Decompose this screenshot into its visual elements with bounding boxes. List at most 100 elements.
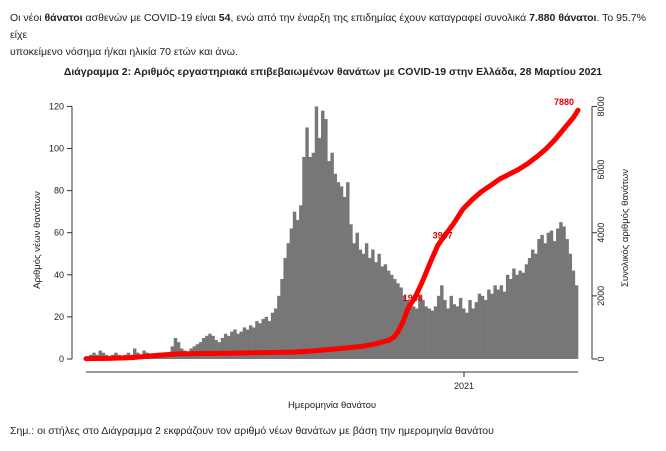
bar bbox=[342, 196, 347, 359]
bar bbox=[393, 279, 397, 359]
bar bbox=[368, 257, 372, 359]
bar bbox=[349, 224, 353, 359]
bar bbox=[530, 249, 535, 359]
bar bbox=[480, 295, 485, 359]
bar bbox=[465, 312, 469, 359]
y-tick-label: 80 bbox=[54, 186, 64, 196]
bar bbox=[455, 306, 460, 359]
y2-tick-label: 0 bbox=[596, 356, 606, 361]
summary-text: . Το 95.7% είχε bbox=[10, 12, 646, 41]
bar bbox=[527, 257, 532, 359]
bar bbox=[236, 333, 240, 359]
bar bbox=[223, 333, 228, 359]
bar bbox=[418, 295, 422, 359]
bar bbox=[101, 352, 106, 359]
summary-text: ασθενών με COVID-19 είναι bbox=[82, 12, 219, 24]
bar bbox=[383, 264, 388, 359]
bar bbox=[239, 331, 243, 359]
y-tick-label: 20 bbox=[54, 312, 64, 322]
bar bbox=[289, 228, 294, 359]
bar bbox=[233, 329, 237, 359]
bar bbox=[227, 335, 231, 359]
bar bbox=[336, 182, 341, 359]
bar bbox=[242, 327, 247, 359]
bar bbox=[552, 241, 557, 359]
summary-text: , ενώ από την έναρξη της επιδημίας έχουν… bbox=[230, 12, 530, 24]
bar bbox=[205, 335, 209, 359]
bar bbox=[258, 323, 262, 359]
bar bbox=[490, 293, 494, 359]
y-tick-label: 60 bbox=[54, 228, 64, 238]
bar bbox=[436, 295, 441, 359]
bar bbox=[198, 342, 203, 359]
bar bbox=[352, 243, 356, 359]
y2-axis-title: Συνολικός αριθμός θανάτων bbox=[620, 169, 631, 287]
bar bbox=[324, 119, 328, 359]
bar bbox=[211, 335, 215, 359]
bar bbox=[286, 243, 290, 359]
bar bbox=[496, 289, 500, 359]
bar bbox=[512, 268, 516, 359]
bar bbox=[396, 283, 400, 359]
bar bbox=[415, 308, 419, 359]
bar bbox=[255, 321, 259, 359]
bar bbox=[424, 306, 428, 359]
bar bbox=[299, 205, 303, 359]
y-tick-label: 120 bbox=[49, 101, 64, 111]
bar bbox=[440, 285, 444, 359]
bar bbox=[371, 249, 375, 359]
bar bbox=[358, 249, 363, 359]
bar bbox=[433, 306, 438, 359]
y-tick-label: 0 bbox=[59, 354, 64, 364]
x-tick-label: 2021 bbox=[454, 381, 474, 391]
bar bbox=[327, 161, 331, 359]
bar bbox=[556, 228, 560, 359]
bar bbox=[295, 220, 300, 359]
bar bbox=[364, 243, 369, 359]
bar bbox=[264, 316, 269, 359]
bar bbox=[98, 350, 102, 359]
bar bbox=[474, 302, 479, 359]
bar bbox=[534, 253, 538, 359]
bar bbox=[374, 262, 378, 359]
bar bbox=[562, 226, 566, 359]
bar bbox=[302, 156, 306, 359]
bar bbox=[274, 308, 278, 359]
total-deaths-count: 7.880 θάνατοι bbox=[529, 12, 597, 24]
bar bbox=[292, 211, 297, 359]
bar bbox=[92, 352, 96, 359]
bar bbox=[574, 285, 579, 359]
bar bbox=[477, 293, 482, 359]
bar bbox=[133, 348, 137, 359]
bar bbox=[537, 239, 541, 359]
line-data-label: 3907 bbox=[433, 231, 453, 241]
bar bbox=[161, 356, 165, 359]
bar bbox=[430, 310, 435, 359]
y-axis-title: Αριθμός νέων θανάτων bbox=[32, 191, 43, 289]
bar bbox=[549, 230, 554, 359]
bar bbox=[493, 285, 497, 359]
bar bbox=[408, 304, 413, 359]
bar bbox=[252, 327, 256, 359]
bar bbox=[386, 270, 391, 359]
bar bbox=[355, 232, 359, 359]
bar bbox=[305, 127, 309, 359]
bar bbox=[452, 304, 457, 359]
bar bbox=[411, 306, 416, 359]
bar bbox=[568, 253, 573, 359]
bar bbox=[471, 308, 475, 359]
bar bbox=[270, 312, 275, 359]
bar bbox=[505, 274, 510, 359]
bar bbox=[483, 300, 488, 359]
summary-paragraph: Οι νέοι θάνατοι ασθενών με COVID-19 είνα… bbox=[10, 10, 650, 61]
bar bbox=[405, 300, 410, 359]
bar bbox=[321, 110, 325, 359]
y-tick-label: 40 bbox=[54, 270, 64, 280]
bar bbox=[521, 272, 526, 359]
bar bbox=[502, 291, 507, 359]
y2-tick-label: 6000 bbox=[596, 160, 606, 180]
bar bbox=[380, 266, 384, 359]
bar bbox=[330, 152, 334, 359]
bar bbox=[208, 333, 212, 359]
